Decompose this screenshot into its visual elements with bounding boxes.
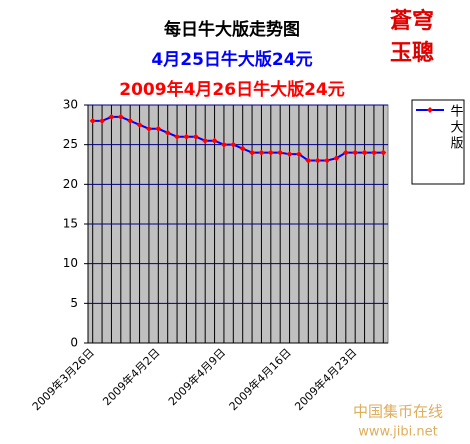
x-tick-label: 2009年4月16日	[226, 345, 294, 413]
point	[239, 145, 246, 152]
point	[89, 117, 96, 124]
point	[192, 133, 199, 140]
point	[155, 125, 162, 132]
y-tick-label: 10	[63, 256, 78, 270]
point	[230, 141, 237, 148]
watermark: 中国集币在线	[353, 403, 443, 421]
point	[183, 133, 190, 140]
y-tick-label: 30	[63, 98, 78, 112]
legend-marker	[427, 107, 433, 113]
point	[286, 151, 293, 158]
point	[333, 155, 340, 162]
point	[117, 113, 124, 120]
legend-label: 牛大版	[448, 104, 464, 152]
x-tick-label: 2009年4月2日	[100, 345, 163, 408]
stamp: 蒼穹	[390, 8, 434, 34]
point	[136, 121, 143, 128]
y-tick-label: 0	[70, 336, 78, 350]
y-tick-label: 15	[63, 217, 78, 231]
point	[108, 113, 115, 120]
x-tick-label: 2009年4月9日	[165, 345, 228, 408]
watermark: www.jibi.net	[358, 425, 437, 440]
point	[361, 149, 368, 156]
point	[380, 149, 387, 156]
point	[99, 117, 106, 124]
y-tick-label: 25	[63, 137, 78, 151]
point	[314, 157, 321, 164]
point	[145, 125, 152, 132]
point	[220, 141, 227, 148]
point	[352, 149, 359, 156]
headline: 2009年4月26日牛大版24元	[119, 79, 344, 100]
point	[164, 129, 171, 136]
point	[277, 149, 284, 156]
x-tick-label: 2009年3月26日	[29, 345, 97, 413]
point	[305, 157, 312, 164]
y-tick-label: 5	[70, 296, 78, 310]
point	[267, 149, 274, 156]
stamp: 玉聰	[390, 40, 434, 66]
point	[295, 151, 302, 158]
point	[202, 137, 209, 144]
point	[258, 149, 265, 156]
point	[249, 149, 256, 156]
chart-title: 每日牛大版走势图	[164, 19, 300, 40]
point	[324, 157, 331, 164]
legend-box	[411, 99, 465, 185]
point	[211, 137, 218, 144]
chart-subtitle: 4月25日牛大版24元	[151, 49, 312, 70]
point	[342, 149, 349, 156]
x-tick-label: 2009年4月23日	[292, 345, 360, 413]
point	[174, 133, 181, 140]
point	[127, 117, 134, 124]
y-tick-label: 20	[63, 177, 78, 191]
point	[370, 149, 377, 156]
